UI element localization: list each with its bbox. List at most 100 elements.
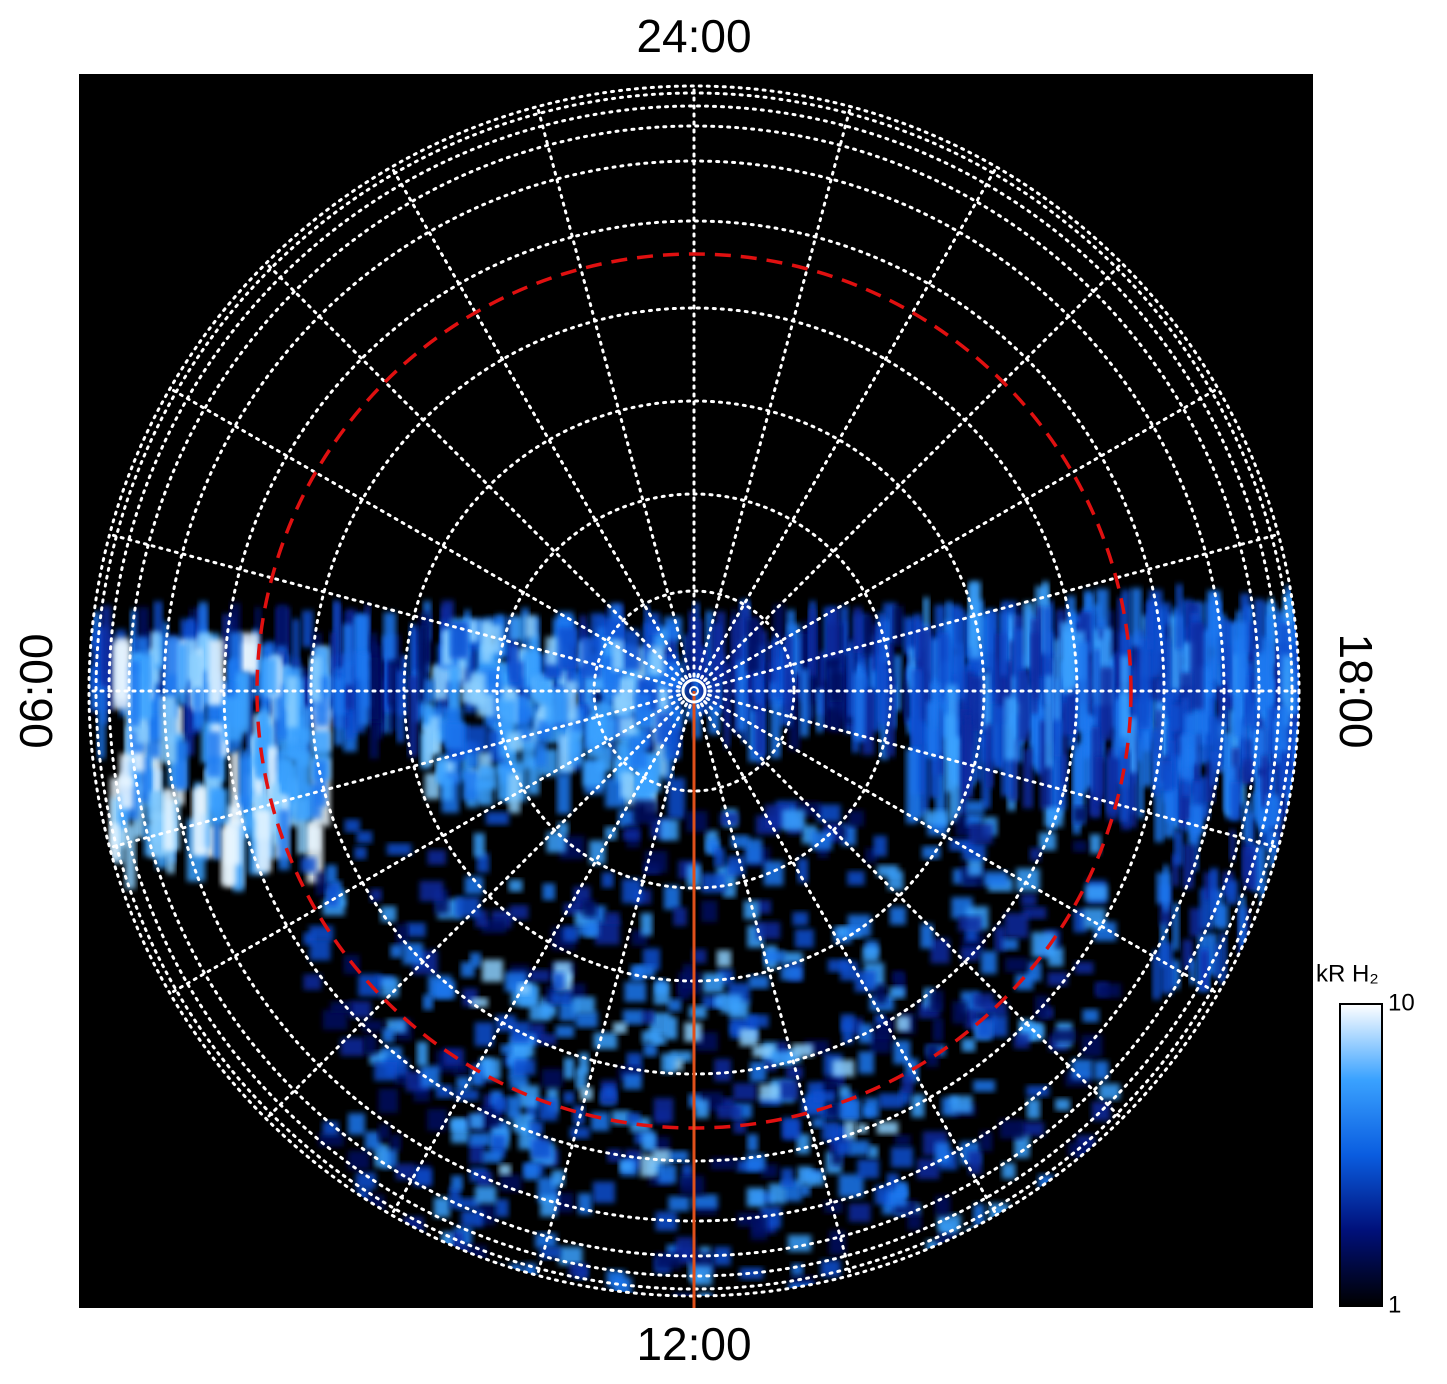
emission-patch (985, 724, 994, 788)
emission-patch (848, 810, 864, 827)
emission-patch (222, 696, 242, 741)
emission-patch (613, 1022, 627, 1034)
emission-patch (1130, 588, 1142, 647)
emission-patch (1216, 686, 1224, 734)
emission-patch (1004, 696, 1018, 760)
emission-patch (894, 1134, 911, 1147)
emission-patch (754, 672, 765, 756)
emission-patch (667, 1150, 689, 1162)
emission-patch (464, 725, 488, 754)
colorbar-label: kR H₂ (1316, 960, 1379, 987)
emission-patch (965, 813, 984, 827)
emission-patch (701, 873, 726, 893)
meridian (703, 261, 1124, 682)
emission-patch (140, 756, 151, 803)
emission-patch (1031, 619, 1040, 700)
emission-patch (1095, 756, 1106, 803)
emission-patch (1077, 641, 1089, 732)
emission-patch (1213, 943, 1221, 979)
emission-patch (163, 788, 175, 851)
meridian (696, 703, 853, 1277)
emission-patch (1044, 807, 1063, 828)
emission-patch (1083, 908, 1106, 929)
emission-patch (1192, 820, 1199, 872)
emission-patch (699, 647, 709, 698)
emission-patch (542, 883, 556, 901)
emission-patch (1045, 675, 1053, 768)
emission-patch (230, 750, 241, 817)
emission-patch (509, 905, 529, 920)
emission-patch (1189, 958, 1197, 985)
emission-patch (702, 973, 724, 994)
emission-patch (173, 705, 183, 740)
emission-patch (433, 1197, 451, 1218)
emission-patch (847, 871, 865, 886)
emission-patch (255, 712, 267, 777)
meridian (703, 700, 1124, 1121)
emission-patch (1230, 781, 1241, 821)
emission-patch (395, 1163, 415, 1180)
emission-patch (1263, 639, 1273, 729)
emission-patch (1203, 872, 1216, 900)
emission-patch (1169, 959, 1180, 989)
emission-patch (453, 1063, 469, 1075)
emission-patch (961, 1038, 976, 1052)
emission-patch (1013, 1033, 1030, 1049)
meridian (264, 700, 685, 1121)
emission-patch (1106, 747, 1119, 820)
emission-patch (756, 921, 781, 940)
emission-patch (1164, 638, 1172, 712)
emission-patch (516, 695, 528, 723)
emission-patch (849, 1140, 870, 1156)
meridian (705, 387, 1220, 685)
emission-patch (562, 926, 579, 942)
emission-patch (296, 799, 308, 855)
emission-patch (614, 677, 636, 710)
emission-patch (949, 1095, 973, 1114)
emission-patch (1191, 804, 1204, 836)
emission-patch (697, 1292, 712, 1296)
emission-patch (1083, 716, 1096, 788)
emission-patch (482, 1058, 501, 1080)
emission-patch (722, 886, 736, 898)
emission-patch (1160, 942, 1173, 994)
emission-patch (840, 961, 858, 981)
colorbar-tick-label: 10 (1388, 989, 1415, 1016)
emission-patch (563, 1057, 575, 1080)
emission-patch (369, 1051, 387, 1065)
emission-patch (277, 604, 288, 659)
emission-patch (839, 606, 849, 665)
emission-patch (206, 731, 222, 777)
emission-patch (759, 1084, 780, 1101)
emission-patch (220, 827, 236, 886)
emission-patch (406, 922, 426, 937)
emission-patch (660, 819, 679, 841)
emission-patch (1026, 1098, 1041, 1119)
emission-patch (739, 1028, 759, 1047)
emission-patch (749, 1061, 767, 1082)
emission-patch (110, 823, 120, 860)
emission-patch (844, 1121, 856, 1141)
emission-patch (649, 646, 665, 675)
emission-patch (1012, 676, 1024, 745)
emission-patch (469, 1113, 484, 1130)
emission-patch (301, 610, 313, 648)
emission-patch (1259, 796, 1268, 833)
meridian (168, 697, 683, 995)
emission-patch (1269, 646, 1282, 706)
emission-patch (509, 616, 525, 641)
emission-patch (460, 962, 475, 978)
emission-patch (298, 728, 310, 767)
emission-patch (309, 925, 334, 941)
emission-patch (1210, 751, 1218, 787)
emission-patch (853, 671, 865, 741)
emission-patch (556, 774, 571, 814)
emission-patch (1085, 884, 1108, 901)
emission-patch (995, 633, 1006, 725)
emission-patch (1182, 843, 1195, 889)
meridian (168, 387, 683, 685)
emission-patch (461, 1210, 484, 1227)
emission-patch (1029, 847, 1041, 861)
emission-patch (781, 1168, 794, 1187)
emission-patch (152, 742, 162, 794)
